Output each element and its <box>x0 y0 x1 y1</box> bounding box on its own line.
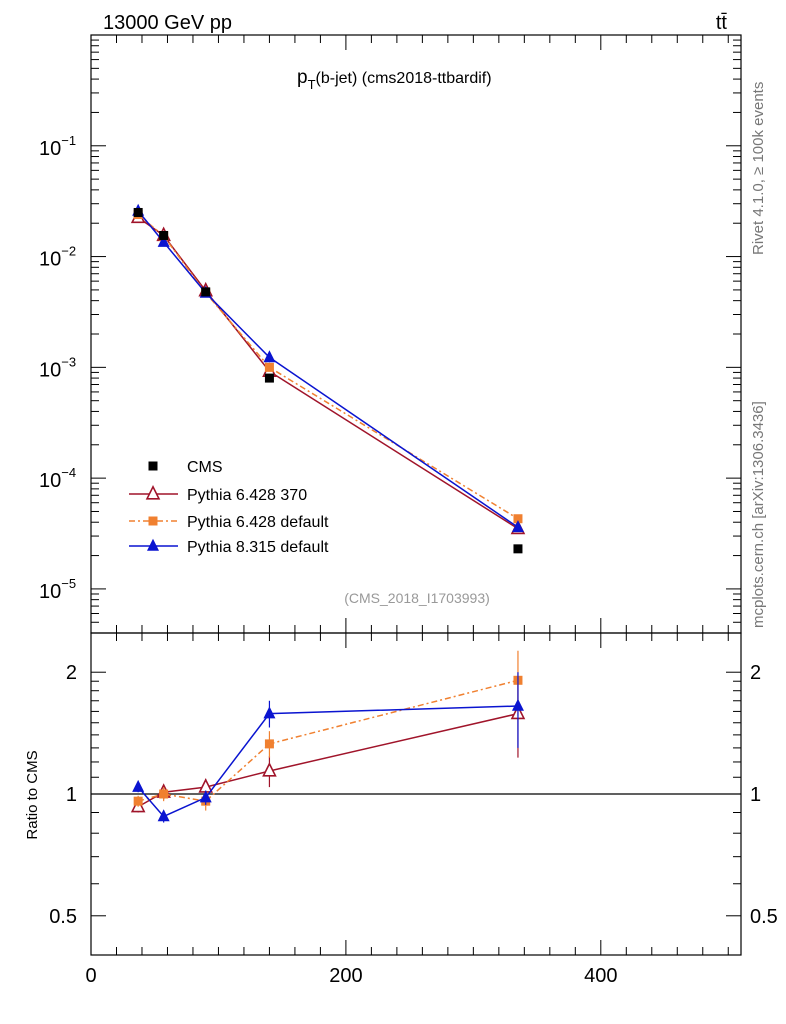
ratio-tick-label-left: 1 <box>66 784 77 806</box>
ratio-tick-label-right: 1 <box>750 784 761 806</box>
mcplots-label: mcplots.cern.ch [arXiv:1306.3436] <box>750 401 767 628</box>
title-sub: T <box>308 77 316 92</box>
x-tick-label: 0 <box>85 965 96 987</box>
legend-label: CMS <box>187 459 223 476</box>
ratio-tick-label-left: 2 <box>66 662 77 684</box>
ratio-line <box>137 712 519 808</box>
ratio-point <box>263 706 276 719</box>
title-p: p <box>297 67 308 88</box>
ratio-line <box>137 679 519 802</box>
ratio-point <box>133 796 143 806</box>
legend-label: Pythia 8.315 default <box>187 539 329 556</box>
data-point <box>201 287 211 297</box>
legend: CMS Pythia 6.428 370 Pythia 6.428 default P… <box>129 459 329 556</box>
legend-marker <box>148 461 158 471</box>
ratio-tick-label-right: 2 <box>750 662 761 684</box>
data-point <box>263 350 276 363</box>
plot-title: pT(b-jet) (cms2018-ttbardif) <box>297 67 492 92</box>
y-tick-label: 10−2 <box>39 244 76 271</box>
main-series <box>130 203 526 554</box>
legend-label: Pythia 6.428 370 <box>187 487 307 504</box>
data-point <box>513 514 523 524</box>
legend-label: Pythia 6.428 default <box>187 514 329 531</box>
series-line <box>137 213 519 520</box>
data-point <box>157 234 170 247</box>
legend-marker <box>147 538 159 551</box>
y-tick-label: 10−3 <box>39 354 76 381</box>
ratio-tick-labels: 2 2 1 1 0.5 0.5 <box>49 662 778 928</box>
data-point <box>513 544 523 554</box>
legend-marker <box>148 516 158 526</box>
x-tick-label: 400 <box>584 965 617 987</box>
ratio-point <box>157 809 170 822</box>
legend-marker <box>145 485 161 500</box>
x-tick-labels: 0 200 400 <box>85 965 617 987</box>
rivet-label: Rivet 4.1.0, ≥ 100k events <box>750 82 767 255</box>
header-left: 13000 GeV pp <box>103 12 232 34</box>
y-tick-label: 10−1 <box>39 133 76 160</box>
title-rest: (b-jet) (cms2018-ttbardif) <box>316 70 492 87</box>
ratio-point <box>199 790 212 803</box>
axis-ticks <box>90 34 741 956</box>
ratio-point <box>264 739 274 749</box>
data-point <box>264 362 274 372</box>
ratio-point <box>132 779 145 792</box>
x-tick-label: 200 <box>329 965 362 987</box>
watermark: (CMS_2018_I1703993) <box>344 590 490 606</box>
ratio-point <box>262 761 277 777</box>
ratio-ylabel: Ratio to CMS <box>24 750 41 839</box>
header-right: tt̄ <box>716 12 728 34</box>
ratio-tick-label-right: 0.5 <box>750 906 778 928</box>
ratio-point <box>159 789 169 799</box>
data-point <box>133 207 143 217</box>
y-tick-labels: 10−1 10−2 10−3 10−4 10−5 <box>39 133 76 603</box>
data-point <box>264 373 274 383</box>
y-tick-label: 10−4 <box>39 465 76 492</box>
data-point <box>159 230 169 240</box>
ratio-point <box>511 698 524 711</box>
ratio-tick-label-left: 0.5 <box>49 906 77 928</box>
ratio-series <box>130 650 526 823</box>
y-tick-label: 10−5 <box>39 576 76 603</box>
data-point <box>511 520 524 533</box>
series-line <box>137 210 519 528</box>
series-line <box>137 216 519 530</box>
